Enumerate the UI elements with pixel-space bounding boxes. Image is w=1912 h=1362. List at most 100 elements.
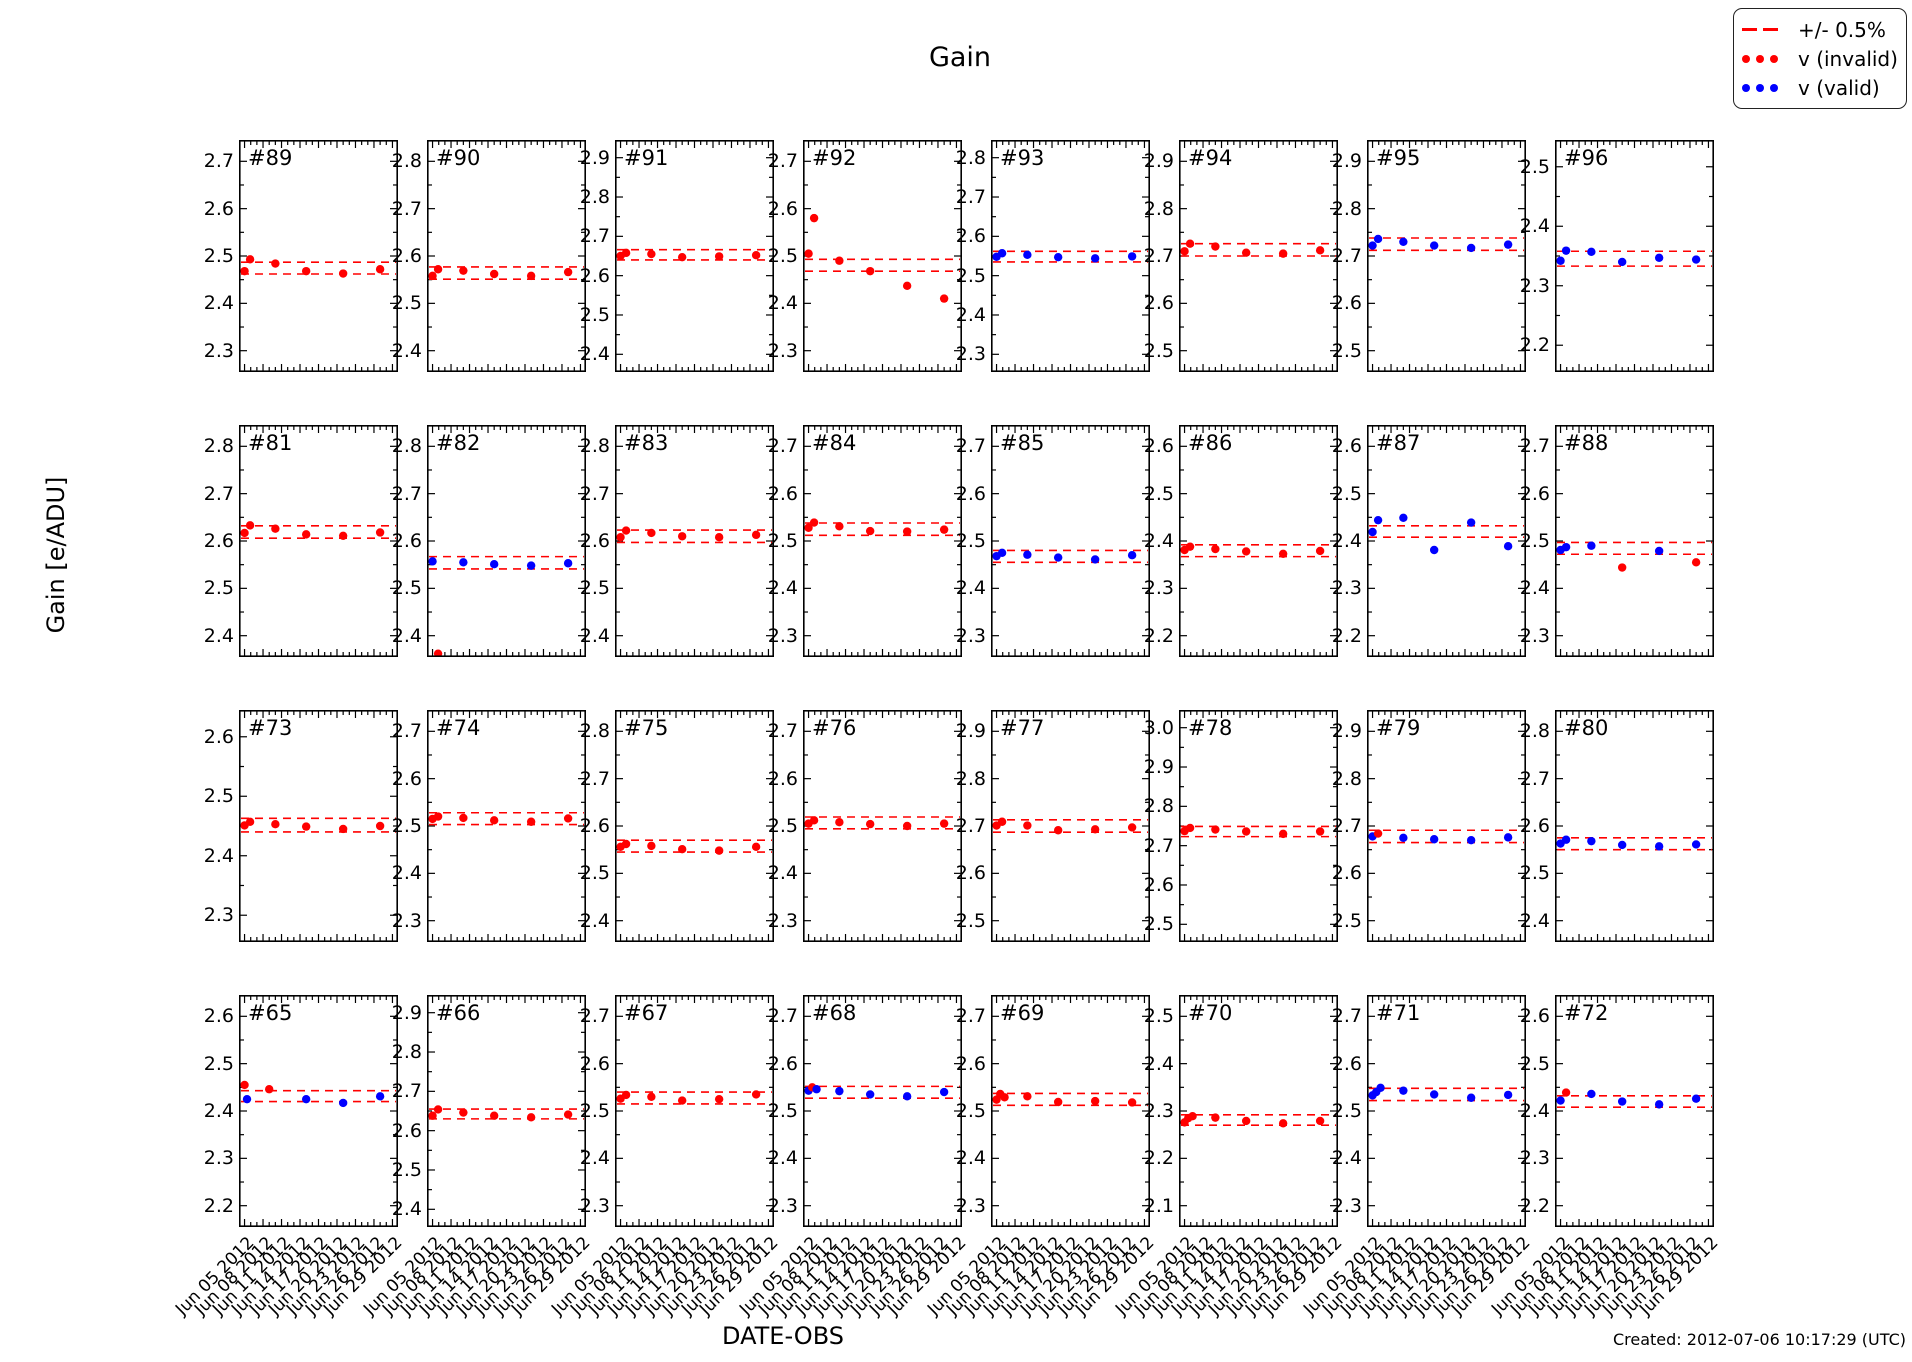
y-tick-label: 2.3 (1331, 577, 1362, 600)
subplot-id-label: #95 (1376, 146, 1421, 170)
data-point-valid (1399, 237, 1408, 246)
y-tick-label: 2.5 (955, 1100, 986, 1122)
data-point-valid (1691, 255, 1701, 264)
subplot-id-label: #84 (812, 431, 857, 455)
subplot-94: #94 2.9 2.8 2.7 2.6 2.5 (1144, 140, 1338, 372)
data-point-valid (1429, 545, 1439, 555)
data-point-invalid (1090, 825, 1100, 834)
legend-label-valid: v (valid) (1798, 75, 1880, 100)
subplot-canvas (239, 140, 398, 372)
subplot-id-label: #72 (1564, 1001, 1609, 1025)
y-tick-label: 2.5 (955, 530, 986, 552)
subplot-canvas (1179, 995, 1338, 1227)
y-tick-label: 2.7 (1331, 245, 1362, 267)
legend-entry-valid: v (valid) (1742, 73, 1898, 102)
y-tick-label: 2.5 (1143, 913, 1174, 936)
y-tick-label: 2.8 (203, 435, 234, 458)
subplot-frame (615, 425, 774, 657)
data-point-invalid (1278, 549, 1288, 558)
y-tick-label: 2.7 (579, 225, 610, 248)
y-tick-label: 2.5 (391, 577, 422, 600)
subplot-89: #89 2.7 2.6 2.5 2.4 2.3 (204, 140, 398, 372)
y-tick-label: 2.3 (767, 624, 798, 647)
data-point-invalid (997, 817, 1007, 826)
data-point-valid (902, 1092, 912, 1101)
subplot-71: #71 2.7 2.6 2.5 2.4 2.3 Jun 05 2012 Jun 08 2012… (1300, 995, 1535, 1319)
y-tick-label: 2.5 (767, 1100, 798, 1122)
data-point-invalid (433, 265, 443, 274)
subplot-id-label: #67 (624, 1001, 669, 1025)
subplot-frame (1555, 425, 1714, 657)
data-point-valid (428, 557, 437, 566)
y-tick-label: 2.4 (767, 862, 798, 885)
y-tick-label: 2.6 (391, 245, 422, 267)
y-tick-label: 2.7 (955, 815, 986, 837)
subplot-id-label: #70 (1188, 1001, 1233, 1025)
data-point-invalid (1315, 1116, 1325, 1126)
subplot-canvas (991, 710, 1150, 942)
subplot-id-label: #69 (1000, 1001, 1045, 1025)
y-tick-label: 2.6 (955, 1052, 986, 1075)
y-tick-label: 2.7 (391, 197, 422, 220)
data-point-invalid (526, 817, 536, 826)
y-tick-label: 2.6 (579, 530, 610, 552)
y-tick-label: 2.4 (955, 1147, 986, 1170)
subplot-96: #96 2.5 2.4 2.3 2.2 (1520, 140, 1714, 372)
y-tick-label: 2.7 (1331, 1005, 1362, 1028)
subplot-frame (803, 425, 962, 657)
data-point-valid (1617, 1097, 1627, 1106)
data-point-valid (1373, 515, 1383, 525)
data-point-invalid (375, 821, 385, 831)
subplot-70: #70 2.5 2.4 2.3 2.2 2.1 Jun 05 2012 Jun 08 2012… (1112, 995, 1347, 1319)
data-point-invalid (621, 839, 631, 849)
subplot-92: #92 2.7 2.6 2.5 2.4 2.3 (768, 140, 962, 372)
subplot-frame (991, 710, 1150, 942)
subplot-frame (803, 710, 962, 942)
data-point-valid (1023, 250, 1032, 260)
data-point-invalid (902, 527, 912, 536)
y-tick-label: 2.7 (203, 482, 234, 505)
data-point-valid (1368, 527, 1377, 537)
data-point-invalid (677, 1096, 687, 1105)
subplot-id-label: #65 (248, 1001, 293, 1025)
subplot-id-label: #92 (812, 146, 857, 170)
data-point-invalid (751, 1090, 761, 1099)
y-tick-label: 2.6 (1331, 435, 1362, 458)
y-tick-label: 2.7 (391, 1080, 422, 1103)
data-point-invalid (526, 1113, 536, 1122)
y-tick-label: 2.4 (1143, 1052, 1174, 1075)
subplot-canvas (1555, 425, 1714, 657)
subplot-frame (615, 710, 774, 942)
y-tick-label: 2.5 (391, 1158, 422, 1181)
y-tick-label: 2.4 (767, 292, 798, 315)
subplot-id-label: #94 (1188, 146, 1233, 170)
y-tick-label: 2.9 (1143, 150, 1174, 173)
legend-label-band: +/- 0.5% (1798, 17, 1886, 42)
data-point-valid (1587, 247, 1596, 257)
y-tick-label: 2.5 (1331, 339, 1362, 362)
data-point-invalid (1053, 1097, 1063, 1107)
y-tick-label: 2.4 (391, 624, 422, 647)
y-tick-label: 2.4 (579, 1147, 610, 1170)
y-tick-label: 2.7 (955, 186, 986, 209)
subplot-79: #79 2.9 2.8 2.7 2.6 2.5 (1332, 710, 1526, 942)
y-tick-label: 2.5 (955, 264, 986, 287)
data-point-valid (997, 249, 1007, 258)
data-point-invalid (338, 824, 348, 834)
blue-dots-icon (1742, 83, 1798, 92)
subplot-74: #74 2.7 2.6 2.5 2.4 2.3 (392, 710, 586, 942)
y-tick-label: 2.5 (1143, 482, 1174, 505)
data-point-invalid (240, 266, 249, 276)
y-tick-label: 2.8 (391, 150, 422, 173)
y-tick-label: 2.3 (579, 1194, 610, 1217)
data-point-invalid (621, 1090, 631, 1100)
y-tick-label: 3.0 (1143, 716, 1174, 739)
y-tick-label: 2.7 (955, 1005, 986, 1028)
subplot-67: #67 2.7 2.6 2.5 2.4 2.3 Jun 05 2012 Jun 08 2012… (548, 995, 783, 1319)
data-point-valid (459, 558, 468, 567)
y-tick-label: 2.5 (203, 1052, 234, 1075)
y-tick-label: 2.5 (579, 862, 610, 885)
subplot-canvas (1555, 710, 1714, 942)
y-tick-label: 2.8 (1519, 720, 1550, 743)
y-tick-label: 2.6 (1143, 435, 1174, 458)
